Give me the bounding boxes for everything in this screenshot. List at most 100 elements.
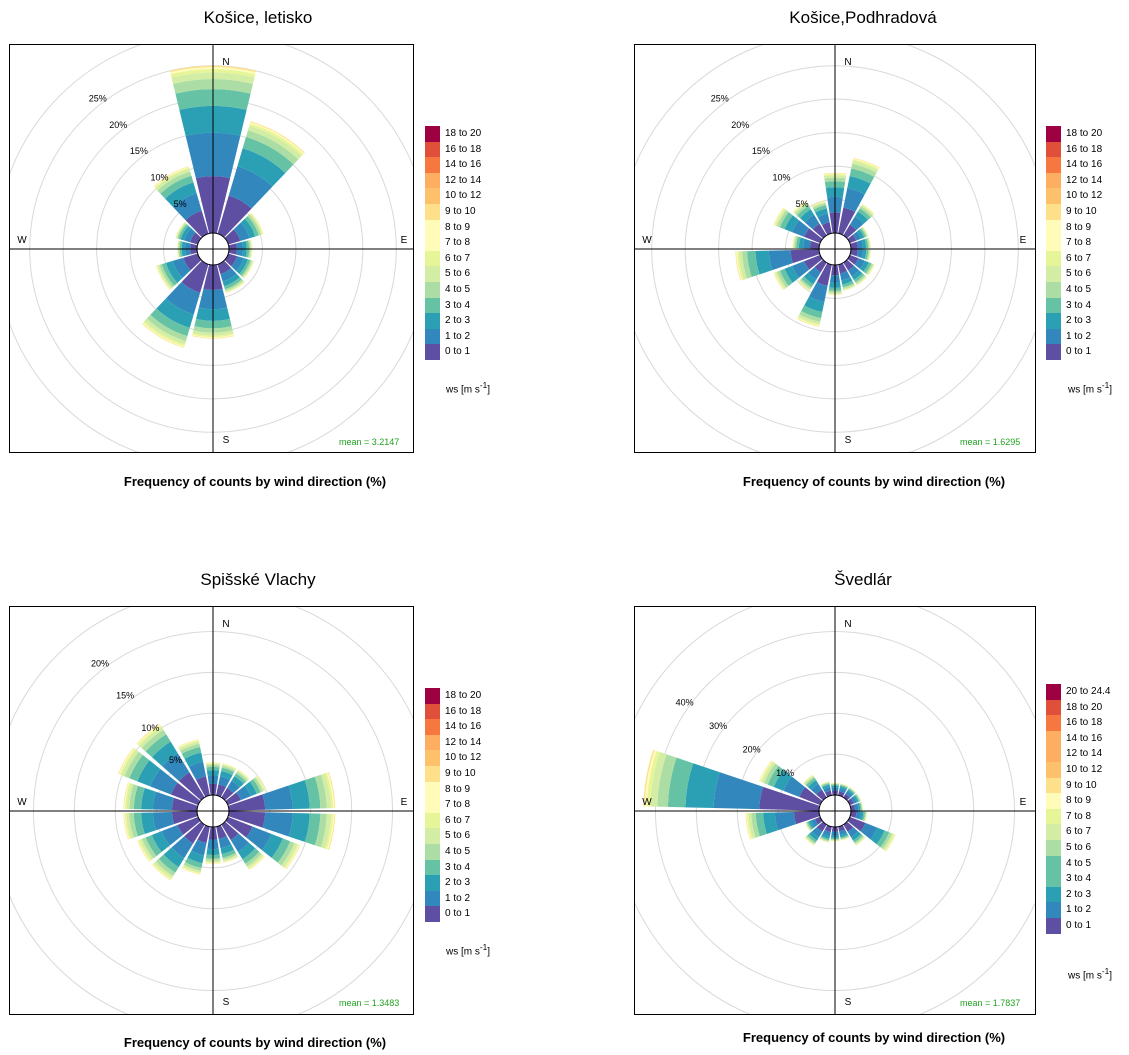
- wind-bar-segment: [237, 842, 256, 860]
- wind-bar-segment: [152, 812, 175, 831]
- wind-bar-segment: [150, 308, 190, 337]
- wind-bar-segment: [181, 747, 202, 759]
- legend-label: 18 to 20: [1066, 701, 1103, 713]
- legend-label: 4 to 5: [1066, 284, 1092, 295]
- legend-label: 3 to 4: [1066, 873, 1092, 885]
- wind-bar-segment: [182, 864, 201, 873]
- wind-bar-segment: [847, 798, 854, 806]
- wind-bar-segment: [126, 783, 134, 809]
- legend-swatch: [1046, 172, 1061, 189]
- unit-label: ws [m s-1]: [1068, 380, 1113, 396]
- wind-bar-segment: [230, 833, 249, 852]
- wind-bar-segment: [737, 251, 744, 281]
- wind-bar-segment: [221, 765, 236, 773]
- wind-bar-segment: [790, 249, 820, 264]
- legend-swatch: [1046, 730, 1061, 747]
- legend-swatch: [425, 844, 440, 860]
- legend-label: 16 to 18: [1066, 717, 1103, 729]
- legend-item: 10 to 12: [425, 750, 481, 766]
- wind-bar-segment: [847, 816, 866, 832]
- wind-bar-segment: [192, 333, 234, 338]
- wind-bar-segment: [857, 802, 861, 811]
- wind-bar: [847, 226, 869, 244]
- wind-bar-segment: [855, 274, 866, 284]
- wind-bar-segment: [794, 236, 799, 249]
- wind-bar-segment: [177, 816, 201, 835]
- wind-bar-segment: [129, 754, 150, 782]
- legend-item: 18 to 20: [425, 126, 481, 142]
- wind-rose-frame: N E S W 5% 10% 15% 20% 25%: [634, 44, 1036, 453]
- wind-bar: [228, 811, 336, 851]
- wind-bar-segment: [884, 834, 895, 851]
- legend-swatch: [1046, 235, 1061, 251]
- chart-title: Spišské Vlachy: [200, 570, 316, 589]
- wind-bar: [216, 825, 239, 863]
- wind-bar-segment: [843, 286, 856, 291]
- wind-bar-segment: [860, 802, 863, 811]
- wind-bar-segment: [746, 813, 752, 840]
- legend-item: 9 to 10: [425, 766, 476, 782]
- legend-swatch: [425, 828, 440, 844]
- wind-bar-segment: [657, 754, 677, 807]
- legend-item: 14 to 16: [425, 157, 481, 173]
- wind-bar-segment: [650, 752, 667, 807]
- legend-item: 4 to 5: [425, 282, 470, 298]
- wind-rose-plot: N E S W 10% 20% 30% 40%: [635, 607, 1035, 1014]
- legend-item: 10 to 12: [425, 188, 481, 204]
- wind-bar-segment: [129, 784, 138, 810]
- legend-swatch: [1046, 297, 1061, 314]
- wind-bar-segment: [177, 240, 180, 258]
- wind-bar-segment: [249, 213, 263, 235]
- wind-bar: [847, 816, 896, 852]
- wind-rose-frame: N E S W 5% 10% 15% 20% 25%: [9, 44, 414, 453]
- wind-bar-segment: [849, 216, 864, 231]
- wind-bar-segment: [242, 137, 294, 173]
- wind-bar-segment: [820, 837, 830, 842]
- wind-bar-segment: [238, 769, 250, 780]
- wind-bar-segment: [813, 205, 827, 213]
- legend-label: 6 to 7: [1066, 826, 1092, 838]
- wind-bar-segment: [777, 270, 789, 288]
- wind-bar-segment: [176, 222, 186, 239]
- legend-item: 7 to 8: [1046, 808, 1091, 825]
- wind-bar-segment: [171, 836, 194, 859]
- legend-swatch: [1046, 715, 1061, 731]
- wind-bar-segment: [244, 781, 257, 797]
- wind-bar-segment: [157, 264, 173, 289]
- wind-bar-segment: [185, 210, 209, 238]
- wind-bar-segment: [823, 786, 831, 793]
- legend-label: 14 to 16: [1066, 732, 1103, 744]
- legend-item: 12 to 14: [1046, 172, 1102, 189]
- wind-bar-segment: [807, 821, 813, 830]
- wind-bar-segment: [182, 867, 201, 875]
- legend-swatch: [1046, 282, 1061, 298]
- wind-bar-segment: [222, 764, 236, 771]
- legend-label: 12 to 14: [445, 174, 482, 186]
- wind-bar-segment: [861, 226, 868, 237]
- legend-label: 2 to 3: [445, 315, 471, 327]
- wind-bar: [847, 793, 862, 806]
- wind-bar-segment: [840, 837, 850, 841]
- wind-bar-segment: [805, 822, 811, 831]
- wind-bar-segment: [807, 267, 821, 280]
- legend-swatch: [1046, 871, 1061, 887]
- wind-bar-segment: [205, 862, 221, 864]
- legend-item: 6 to 7: [1046, 250, 1091, 267]
- legend-item: 14 to 16: [1046, 730, 1103, 747]
- legend-item: 3 to 4: [1046, 297, 1091, 314]
- wind-bar-segment: [853, 795, 859, 803]
- wind-bar-segment: [179, 741, 200, 751]
- wind-bar-segment: [320, 813, 332, 849]
- wind-bar-segment: [224, 229, 241, 245]
- chart-subtitle: Frequency of counts by wind direction (%…: [742, 474, 1006, 489]
- wind-bar: [843, 821, 866, 846]
- wind-bar-segment: [840, 783, 849, 788]
- wind-bar-segment: [747, 250, 760, 278]
- wind-bar-segment: [811, 827, 823, 838]
- wind-bar-segment: [774, 272, 785, 290]
- wind-bar-segment: [854, 794, 860, 802]
- wind-bar-segment: [815, 208, 828, 218]
- legend-swatch: [425, 297, 440, 314]
- wind-bar-segment: [220, 770, 233, 780]
- wind-bar-segment: [850, 241, 858, 249]
